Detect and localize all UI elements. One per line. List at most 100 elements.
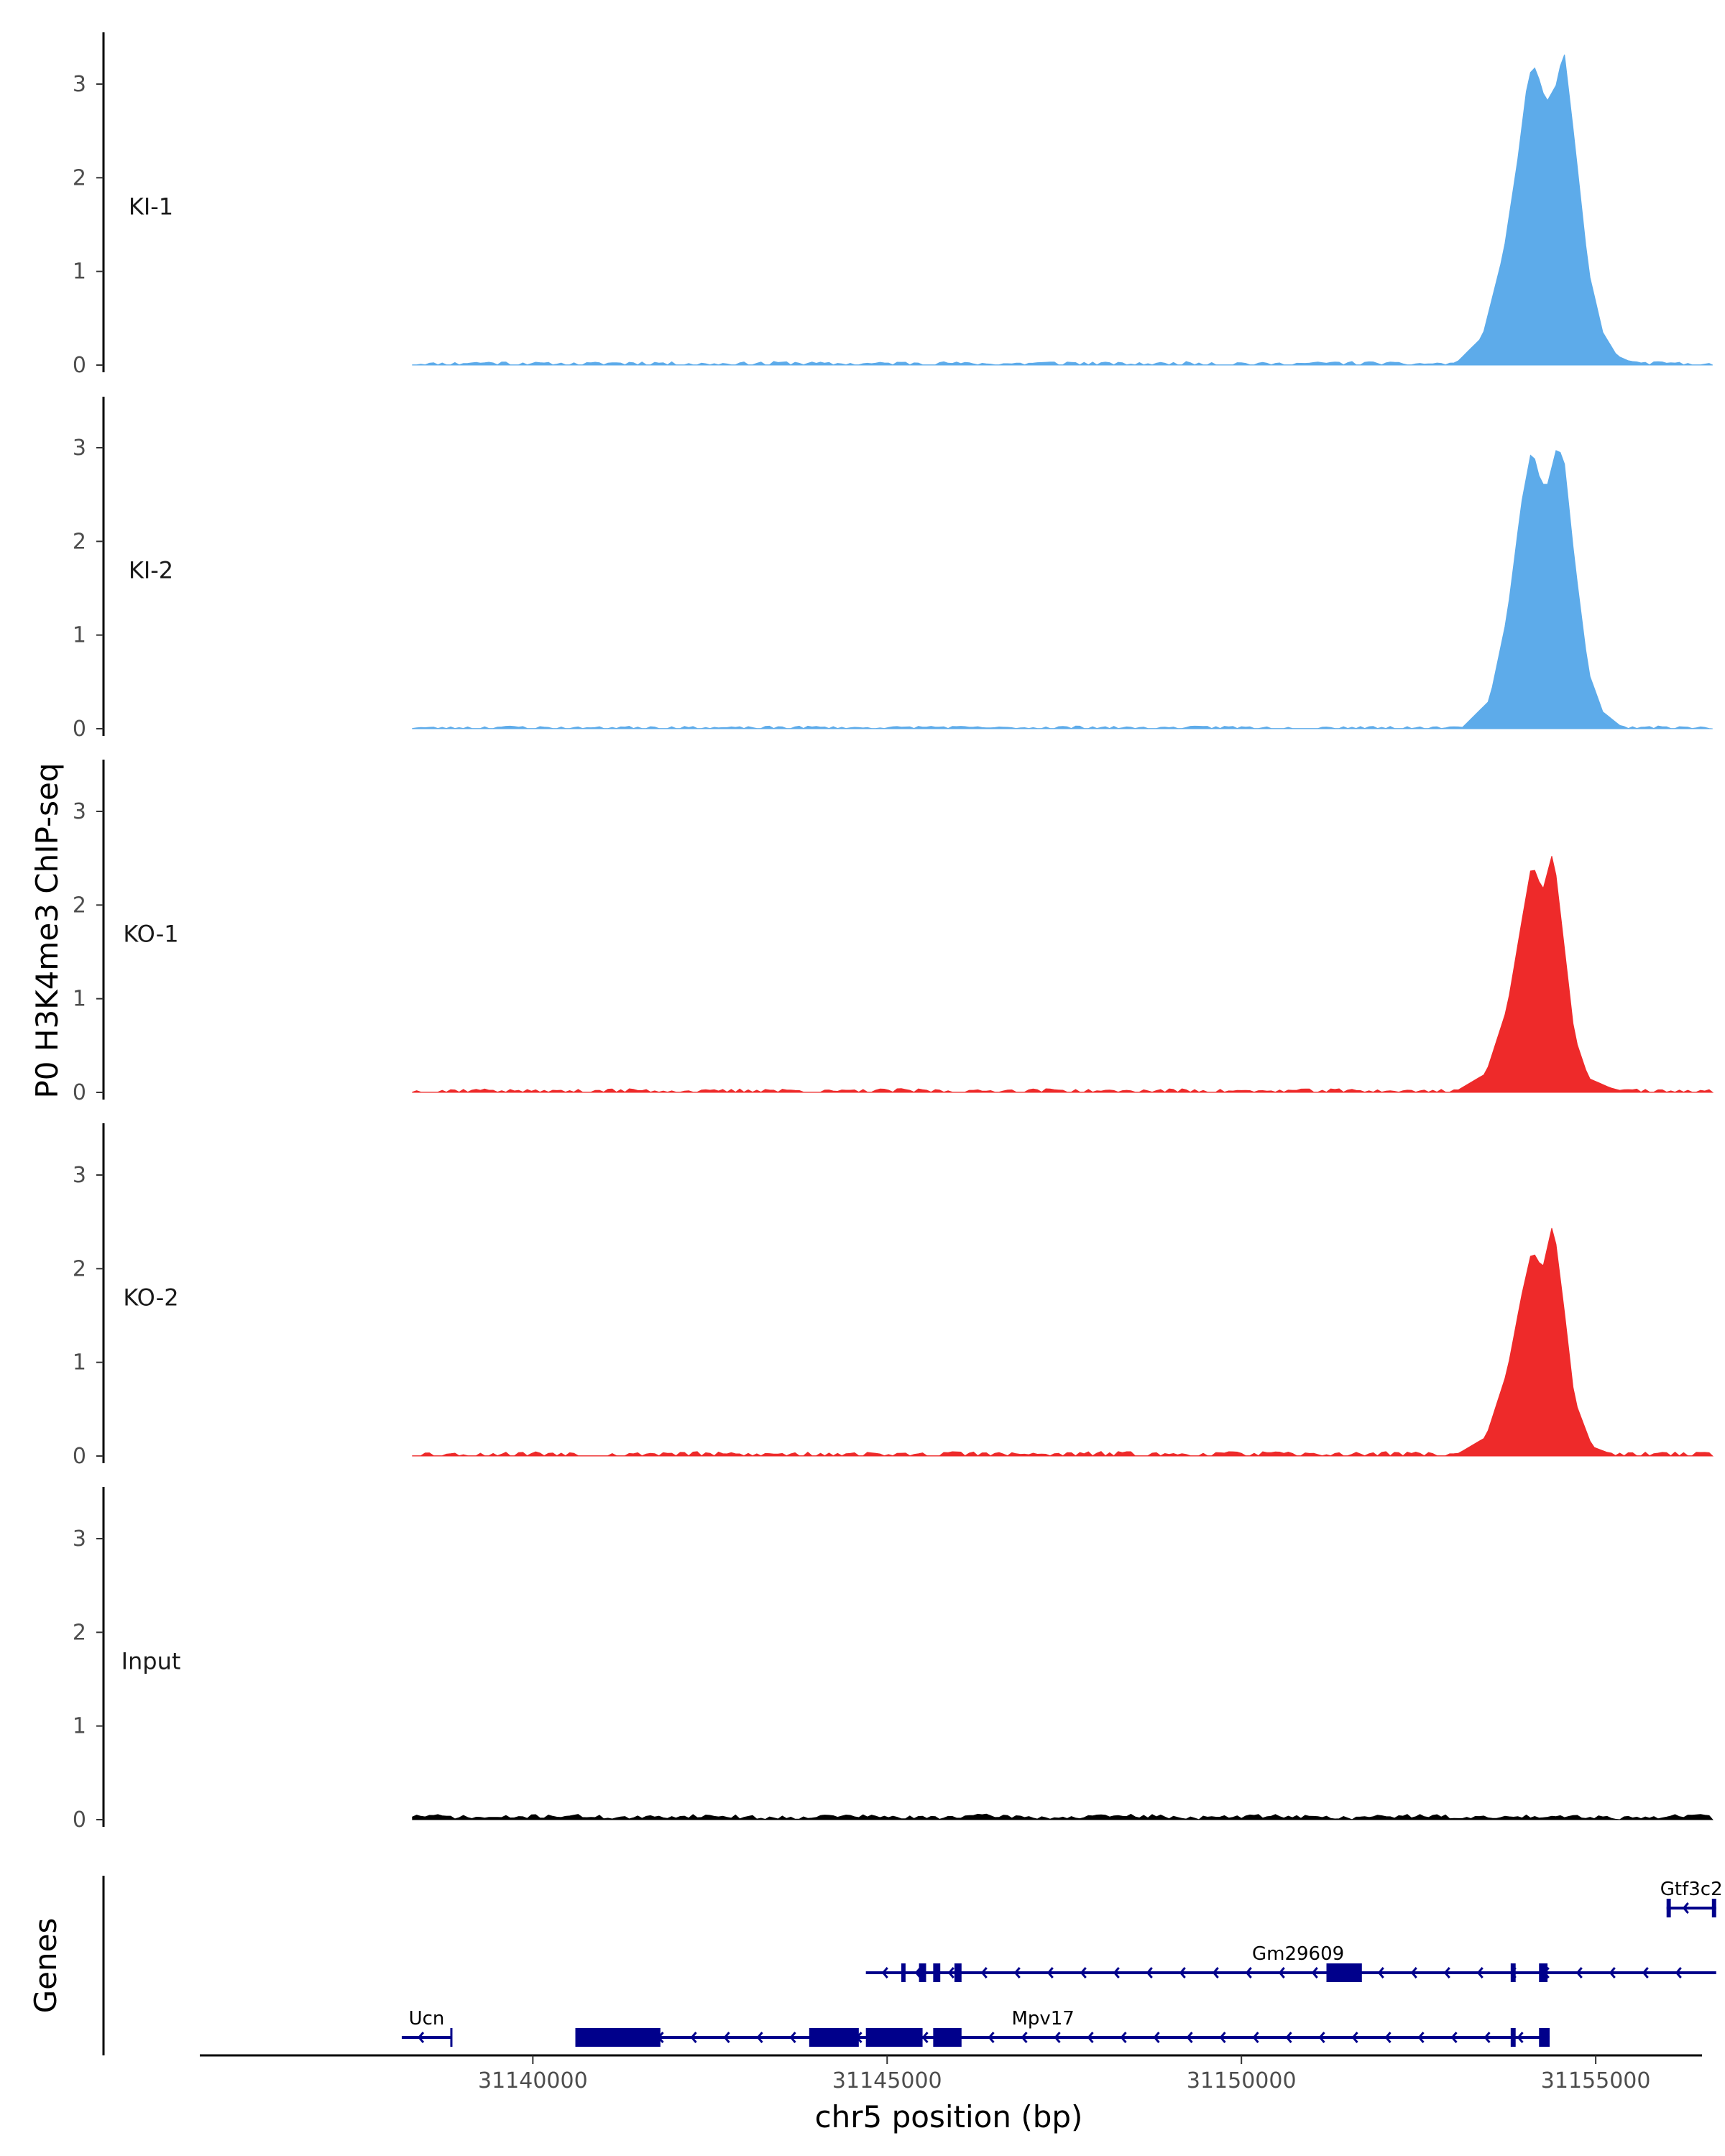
gene-gtf3c2: Gtf3c2	[1660, 1879, 1723, 1917]
y-tick-label: 0	[73, 1080, 86, 1105]
strand-chevron	[1179, 1967, 1186, 1978]
strand-chevron	[789, 2032, 796, 2043]
strand-chevron	[1153, 2032, 1160, 2043]
y-tick-label: 0	[73, 1444, 86, 1469]
coverage-area	[412, 1813, 1714, 1820]
y-tick-label: 1	[73, 987, 86, 1012]
strand-chevron	[1080, 1967, 1087, 1978]
strand-chevron	[1087, 2032, 1094, 2043]
y-tick-label: 2	[73, 1620, 86, 1645]
gene-annotation-panel: Genes 31140000 31145000 31150000 31155000 Gtf…	[28, 1876, 1723, 2093]
strand-chevron	[1484, 2032, 1491, 2043]
exon-block	[1666, 1899, 1671, 1917]
exon-block	[1510, 2028, 1516, 2047]
strand-chevron	[881, 1967, 888, 1978]
track-panel-ko-2: 0 1 2 3 KO-2	[73, 1123, 1714, 1469]
x-tick-label: 31155000	[1541, 2068, 1651, 2093]
strand-chevron	[756, 2032, 763, 2043]
track-panel-ki-1: 0 1 2 3 KI-1	[73, 32, 1714, 378]
exon-block	[1539, 1963, 1548, 1982]
strand-chevron	[1450, 2032, 1458, 2043]
gene-label: Gm29609	[1252, 1943, 1344, 1965]
strand-chevron	[1146, 1967, 1153, 1978]
gene-mpv17: Mpv17	[575, 2008, 1550, 2047]
strand-chevron	[1682, 1902, 1689, 1914]
x-tick-label: 31140000	[478, 2068, 588, 2093]
exon-block	[954, 1963, 962, 1982]
y-tick-label: 3	[73, 1163, 86, 1188]
y-tick-label: 2	[73, 529, 86, 554]
exon-block	[809, 2028, 859, 2047]
exon-block	[933, 1963, 941, 1982]
strand-chevron	[1410, 1967, 1417, 1978]
gene-label: Mpv17	[1011, 2008, 1074, 2030]
genes-axis-title: Genes	[28, 1918, 63, 2014]
strand-chevron	[1245, 1967, 1252, 1978]
x-tick-label: 31150000	[1187, 2068, 1297, 2093]
y-tick-label: 3	[73, 1526, 86, 1552]
strand-chevron	[1311, 1967, 1318, 1978]
y-tick-label: 3	[73, 799, 86, 824]
strand-chevron	[1054, 2032, 1061, 2043]
strand-chevron	[1021, 2032, 1028, 2043]
coverage-area	[412, 856, 1714, 1093]
exon-block	[575, 2028, 661, 2047]
strand-chevron	[1576, 1967, 1583, 1978]
strand-chevron	[417, 2032, 425, 2043]
gene-label: Ucn	[409, 2008, 445, 2030]
strand-chevron	[947, 1967, 954, 1978]
strand-chevron	[1113, 1967, 1120, 1978]
x-axis-title: chr5 position (bp)	[815, 2099, 1083, 2134]
y-tick-label: 0	[73, 1807, 86, 1833]
strand-chevron	[1013, 1967, 1021, 1978]
track-panel-input: 0 1 2 3 Input	[73, 1487, 1714, 1833]
track-panel-ki-2: 0 1 2 3 KI-2	[73, 397, 1713, 742]
y-tick-label: 1	[73, 1350, 86, 1376]
track-label: Input	[121, 1647, 181, 1674]
y-tick-label: 0	[73, 717, 86, 742]
strand-chevron	[1212, 1967, 1219, 1978]
exon-block	[865, 2028, 923, 2047]
strand-chevron	[1517, 2032, 1524, 2043]
y-tick-label: 2	[73, 893, 86, 918]
strand-chevron	[723, 2032, 730, 2043]
track-label: KO-1	[123, 920, 178, 947]
strand-chevron	[1443, 1967, 1450, 1978]
exon-block	[1510, 1963, 1516, 1982]
strand-chevron	[980, 1967, 988, 1978]
strand-chevron	[1675, 1967, 1682, 1978]
strand-chevron	[1609, 1967, 1616, 1978]
exon-block	[919, 1963, 926, 1982]
y-tick-label: 3	[73, 72, 86, 97]
coverage-area	[412, 54, 1714, 366]
y-tick-label: 2	[73, 165, 86, 190]
coverage-tracks: 0 1 2 3 KI-1 0 1 2 3 KI-2 0 1 2 3 KO-1 0 1 2 3 KO-2 0 1 2 3 Inpu…	[73, 32, 1714, 1833]
y-axis-title: P0 H3K4me3 ChIP-seq	[29, 763, 65, 1098]
strand-chevron	[1219, 2032, 1226, 2043]
strand-chevron	[1377, 1967, 1384, 1978]
exon-block	[1711, 1899, 1716, 1917]
strand-chevron	[1476, 1967, 1484, 1978]
strand-chevron	[1186, 2032, 1193, 2043]
gene-gm29609: Gm29609	[865, 1943, 1716, 1982]
strand-chevron	[1046, 1967, 1054, 1978]
track-label: KI-2	[129, 556, 173, 584]
track-panel-ko-1: 0 1 2 3 KO-1	[73, 760, 1714, 1105]
strand-chevron	[988, 2032, 995, 2043]
y-tick-label: 2	[73, 1256, 86, 1281]
y-tick-label: 1	[73, 623, 86, 648]
x-tick-label: 31145000	[832, 2068, 942, 2093]
strand-chevron	[1384, 2032, 1392, 2043]
y-tick-label: 1	[73, 1714, 86, 1739]
track-label: KI-1	[129, 193, 173, 220]
strand-chevron	[1285, 2032, 1292, 2043]
gene-ucn: Ucn	[401, 2008, 453, 2047]
strand-chevron	[1120, 2032, 1127, 2043]
gene-label: Gtf3c2	[1660, 1879, 1723, 1900]
strand-chevron	[1252, 2032, 1259, 2043]
strand-chevron	[1417, 2032, 1425, 2043]
strand-chevron	[1278, 1967, 1285, 1978]
y-tick-label: 0	[73, 353, 86, 378]
strand-chevron	[1642, 1967, 1649, 1978]
